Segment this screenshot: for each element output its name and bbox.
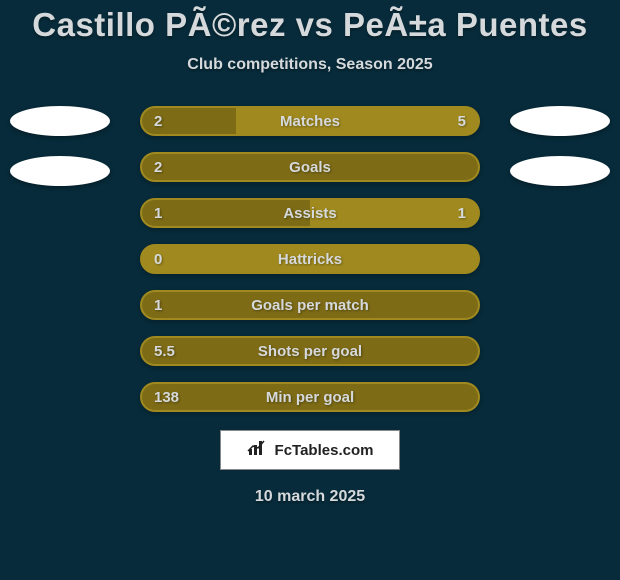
page-title: Castillo PÃ©rez vs PeÃ±a Puentes	[0, 6, 620, 44]
page: Castillo PÃ©rez vs PeÃ±a Puentes Club co…	[0, 0, 620, 580]
logo-badge: FcTables.com	[220, 430, 400, 470]
stat-bar: 1Goals per match	[140, 290, 480, 320]
page-date: 10 march 2025	[0, 488, 620, 506]
page-subtitle: Club competitions, Season 2025	[0, 56, 620, 74]
stat-bar: 2Goals	[140, 152, 480, 182]
stat-bar: 0Hattricks	[140, 244, 480, 274]
stat-bar: 2Matches5	[140, 106, 480, 136]
stat-label: Hattricks	[142, 246, 478, 272]
logo-text: FcTables.com	[275, 442, 374, 459]
stat-bar: 138Min per goal	[140, 382, 480, 412]
avatar-left-row2	[10, 156, 110, 186]
stat-label: Goals per match	[142, 292, 478, 318]
stat-label: Min per goal	[142, 384, 478, 410]
stat-label: Assists	[142, 200, 478, 226]
stat-label: Goals	[142, 154, 478, 180]
stat-right-value: 1	[458, 200, 466, 226]
stat-label: Matches	[142, 108, 478, 134]
stat-bar: 1Assists1	[140, 198, 480, 228]
avatar-left-row1	[10, 106, 110, 136]
avatar-right-row2	[510, 156, 610, 186]
stat-label: Shots per goal	[142, 338, 478, 364]
stats-chart: 2Matches52Goals1Assists10Hattricks1Goals…	[0, 106, 620, 412]
chart-icon	[247, 439, 269, 462]
bars-container: 2Matches52Goals1Assists10Hattricks1Goals…	[140, 106, 480, 412]
avatar-right-row1	[510, 106, 610, 136]
stat-right-value: 5	[458, 108, 466, 134]
stat-bar: 5.5Shots per goal	[140, 336, 480, 366]
